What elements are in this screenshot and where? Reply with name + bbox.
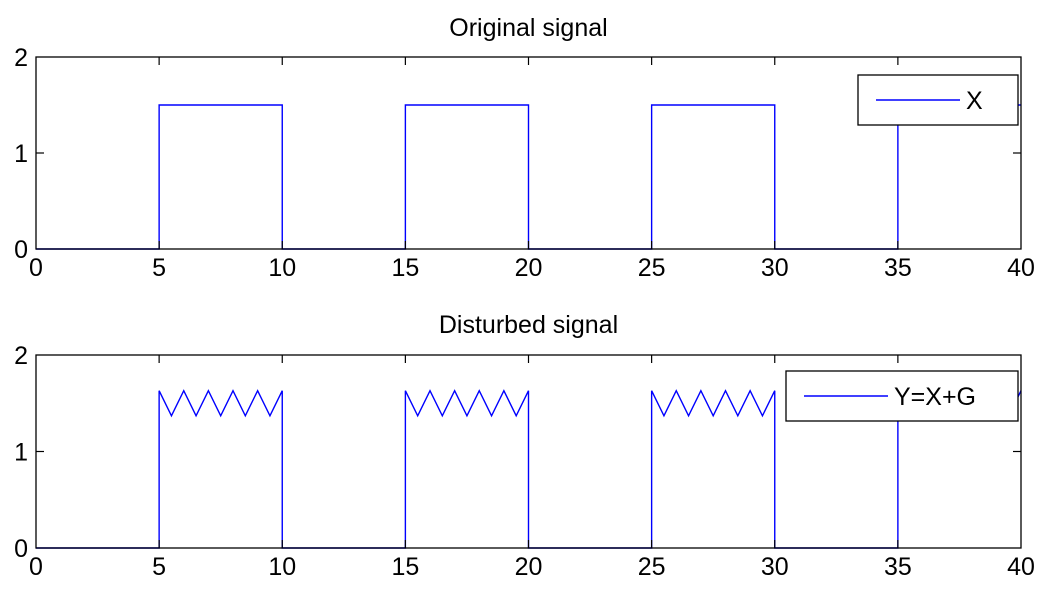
x-tick-label: 5: [152, 553, 166, 581]
x-tick-label: 35: [884, 254, 912, 282]
x-tick-label: 25: [638, 553, 666, 581]
x-tick-label: 20: [515, 254, 543, 282]
subplot-2: Disturbed signal 0 5 10 15 20 25 30 35 40 0 1 2 Y=X+G: [14, 311, 1035, 581]
x-tick-label: 30: [761, 553, 789, 581]
x-tick-label: 5: [152, 254, 166, 282]
x-tick-label: 10: [268, 254, 296, 282]
x-tick-label: 15: [391, 553, 419, 581]
x-tick-label: 0: [29, 254, 43, 282]
x-tick-label: 40: [1007, 553, 1035, 581]
y-tick-label: 2: [14, 342, 28, 370]
y-tick-label: 1: [14, 140, 28, 168]
y-tick-label: 1: [14, 439, 28, 467]
y-tick-label: 0: [14, 236, 28, 264]
legend-label: Y=X+G: [894, 383, 976, 411]
x-tick-label: 20: [515, 553, 543, 581]
legend: Y=X+G: [785, 370, 1019, 422]
x-tick-label: 10: [268, 553, 296, 581]
y-tick-label: 0: [14, 535, 28, 563]
subplot-title: Original signal: [449, 14, 607, 42]
x-tick-label: 0: [29, 553, 43, 581]
subplot-title: Disturbed signal: [439, 311, 618, 339]
x-tick-label: 30: [761, 254, 789, 282]
x-tick-label: 40: [1007, 254, 1035, 282]
legend-label: X: [966, 87, 983, 115]
legend: X: [857, 74, 1019, 126]
x-tick-label: 15: [391, 254, 419, 282]
y-tick-label: 2: [14, 44, 28, 72]
x-tick-label: 35: [884, 553, 912, 581]
x-tick-label: 25: [638, 254, 666, 282]
subplot-1: Original signal 0 5 10 15 20 25 30 35 40 0 1 2 X: [14, 14, 1035, 282]
